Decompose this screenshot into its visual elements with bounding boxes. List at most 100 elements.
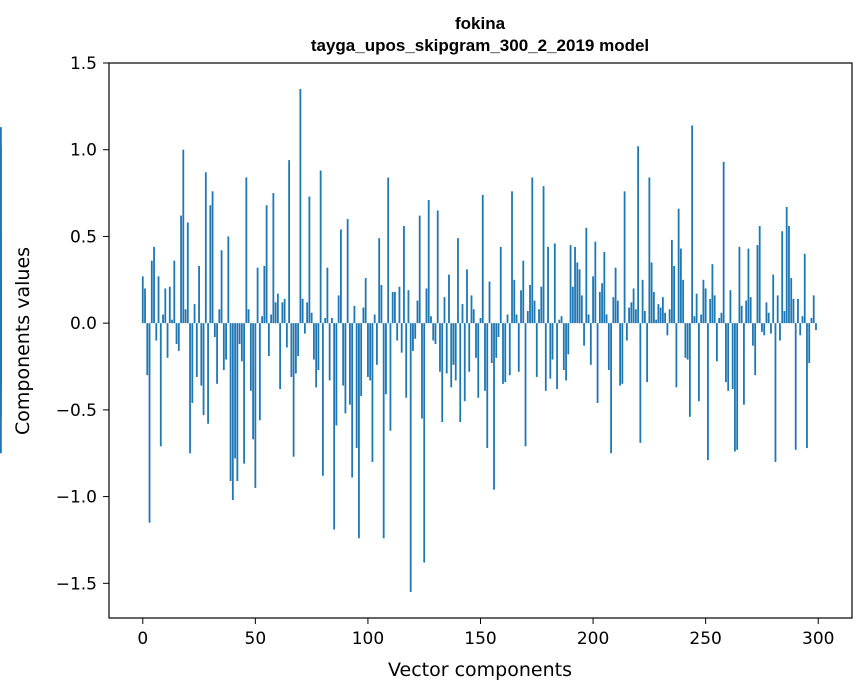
bar bbox=[718, 317, 721, 324]
bar bbox=[418, 215, 421, 324]
bar bbox=[204, 172, 207, 324]
bar bbox=[661, 297, 664, 324]
bar bbox=[249, 323, 252, 391]
bar bbox=[150, 260, 153, 324]
bar bbox=[580, 295, 583, 324]
bar bbox=[799, 323, 802, 336]
bar bbox=[162, 314, 164, 324]
bar bbox=[213, 323, 216, 338]
bar bbox=[349, 323, 351, 405]
bar bbox=[727, 323, 730, 391]
bar bbox=[472, 309, 475, 324]
bar bbox=[200, 323, 203, 386]
bar bbox=[504, 323, 507, 383]
bar bbox=[806, 323, 808, 449]
bar bbox=[247, 309, 250, 324]
bar bbox=[761, 323, 763, 332]
bar bbox=[700, 314, 703, 324]
bar bbox=[270, 314, 273, 324]
x-tick-label: 100 bbox=[352, 629, 384, 649]
bar bbox=[725, 323, 727, 383]
bar bbox=[225, 323, 227, 360]
bar bbox=[198, 265, 200, 324]
x-tick-label: 300 bbox=[802, 629, 834, 649]
bar bbox=[479, 317, 482, 324]
bar bbox=[808, 323, 811, 364]
bar bbox=[362, 307, 365, 324]
bar bbox=[659, 307, 662, 324]
bar bbox=[193, 304, 196, 324]
bar bbox=[159, 323, 162, 447]
bar bbox=[337, 295, 340, 324]
bar bbox=[621, 323, 624, 384]
bar bbox=[502, 323, 504, 384]
bar bbox=[155, 323, 158, 341]
bar bbox=[612, 297, 615, 324]
bar bbox=[283, 298, 286, 324]
bar bbox=[495, 323, 498, 358]
bars-group bbox=[0, 89, 817, 592]
bar bbox=[434, 323, 437, 344]
bar bbox=[317, 323, 320, 370]
bar bbox=[398, 286, 401, 324]
bar bbox=[677, 208, 680, 324]
bar bbox=[610, 323, 612, 454]
bar bbox=[331, 317, 333, 324]
bar bbox=[810, 317, 813, 324]
bar bbox=[558, 319, 561, 324]
bar bbox=[279, 323, 282, 390]
bar bbox=[722, 161, 725, 324]
y-tick-label: −1.5 bbox=[56, 574, 97, 594]
bar bbox=[218, 309, 221, 324]
bar bbox=[770, 323, 772, 334]
bar bbox=[297, 323, 300, 357]
bar bbox=[754, 323, 757, 376]
bar bbox=[459, 323, 462, 423]
bar bbox=[664, 312, 667, 324]
bar bbox=[794, 323, 797, 450]
bar bbox=[274, 302, 277, 324]
bar bbox=[443, 297, 446, 324]
bar bbox=[668, 309, 671, 324]
bar bbox=[171, 319, 173, 324]
bar bbox=[709, 298, 712, 324]
bar bbox=[340, 229, 342, 324]
x-tick-label: 50 bbox=[245, 629, 267, 649]
bar bbox=[285, 323, 288, 348]
bar bbox=[797, 298, 799, 324]
bar bbox=[767, 312, 770, 324]
y-tick-label: −0.5 bbox=[56, 401, 97, 421]
bar bbox=[594, 241, 597, 324]
x-tick-label: 150 bbox=[464, 629, 496, 649]
bar bbox=[315, 323, 318, 388]
bar bbox=[364, 278, 367, 324]
bar bbox=[675, 323, 678, 388]
bar bbox=[511, 191, 513, 324]
bar bbox=[657, 304, 660, 324]
bar bbox=[452, 323, 455, 365]
bar bbox=[475, 323, 477, 358]
bar bbox=[776, 295, 779, 324]
bar bbox=[326, 267, 329, 324]
bar bbox=[342, 323, 345, 386]
bar bbox=[569, 245, 572, 324]
bar bbox=[522, 260, 525, 324]
bar bbox=[583, 323, 585, 346]
bar bbox=[168, 286, 171, 324]
bar bbox=[738, 246, 741, 324]
bar bbox=[333, 323, 336, 530]
bar bbox=[195, 323, 198, 377]
bar bbox=[713, 295, 716, 324]
bar bbox=[704, 288, 707, 324]
bar bbox=[576, 262, 579, 324]
bar bbox=[702, 279, 705, 324]
bar bbox=[222, 323, 225, 370]
bar bbox=[736, 323, 739, 450]
bar bbox=[454, 323, 457, 381]
bar bbox=[421, 323, 423, 419]
bar bbox=[679, 248, 682, 324]
bar bbox=[529, 285, 531, 324]
bar bbox=[335, 323, 338, 426]
bar bbox=[189, 323, 191, 454]
bar bbox=[360, 323, 363, 396]
